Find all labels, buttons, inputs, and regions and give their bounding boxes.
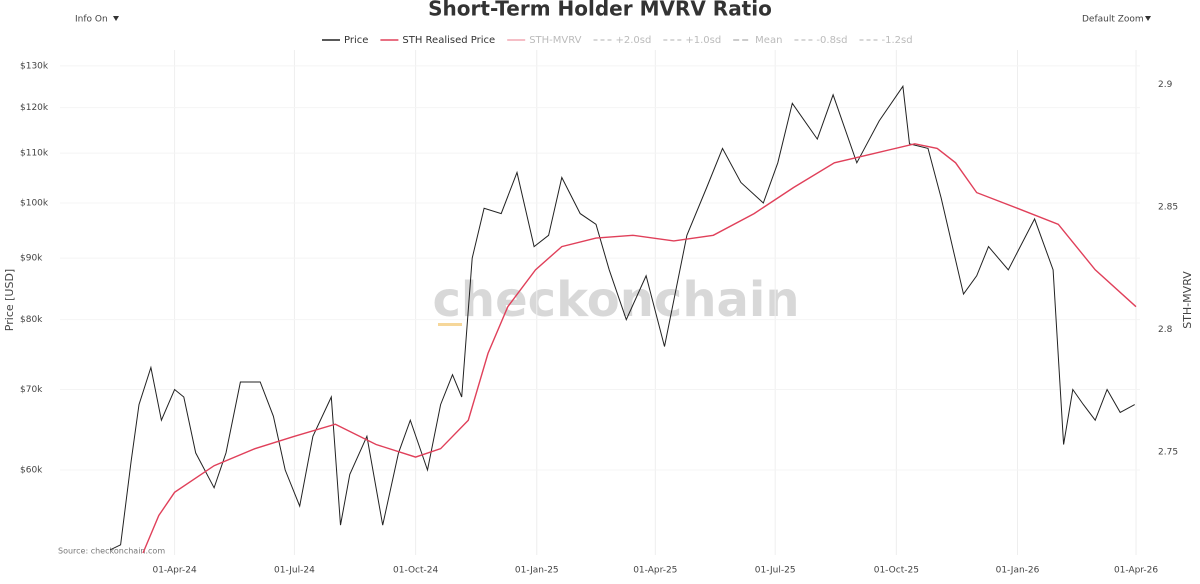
info-toggle[interactable]: Info On [75, 15, 108, 25]
source-note: Source: checkonchain.com [58, 547, 165, 556]
dropdown-arrow [113, 16, 119, 21]
y2-tick-label: 2.9 [1158, 80, 1173, 90]
legend-entry[interactable]: +2.0sd [615, 35, 651, 46]
x-tick-label: 01-Apr-26 [1114, 566, 1158, 576]
watermark-logo [438, 323, 462, 326]
chart-title: Short-Term Holder MVRV Ratio [428, 0, 772, 21]
zoom-select[interactable]: Default Zoom [1082, 15, 1144, 25]
price-line [109, 84, 1135, 551]
legend-entry[interactable]: -1.2sd [882, 35, 913, 46]
y-tick-label: $80k [20, 315, 43, 325]
y-tick-label: $110k [20, 149, 49, 159]
y-axis-label: Price [USD] [3, 269, 16, 331]
y-tick-label: $70k [20, 385, 43, 395]
y2-tick-label: 2.75 [1158, 448, 1178, 458]
y2-tick-label: 2.8 [1158, 325, 1173, 335]
x-tick-label: 01-Oct-24 [393, 566, 438, 576]
x-tick-label: 01-Apr-24 [152, 566, 196, 576]
x-tick-label: 01-Oct-25 [874, 566, 919, 576]
legend-entry[interactable]: STH-MVRV [529, 35, 581, 46]
legend-entry[interactable]: +1.0sd [685, 35, 721, 46]
watermark: checkonchain [432, 272, 799, 328]
x-tick-label: 01-Jan-25 [515, 566, 559, 576]
y2-axis-label: STH-MVRV [1181, 271, 1194, 329]
y2-tick-label: 2.85 [1158, 202, 1178, 212]
x-tick-label: 01-Jan-26 [996, 566, 1040, 576]
legend-entry[interactable]: -0.8sd [816, 35, 847, 46]
x-tick-label: 01-Jul-24 [274, 566, 315, 576]
dropdown-arrow [1145, 16, 1151, 21]
x-tick-label: 01-Apr-25 [633, 566, 677, 576]
y-tick-label: $130k [20, 61, 49, 71]
y-tick-label: $100k [20, 198, 49, 208]
price-line [142, 143, 1137, 554]
legend-entry[interactable]: Price [344, 35, 368, 46]
y-tick-label: $60k [20, 466, 43, 476]
x-tick-label: 01-Jul-25 [755, 566, 796, 576]
legend-entry[interactable]: STH Realised Price [402, 35, 495, 46]
y-tick-label: $120k [20, 103, 49, 113]
legend-entry[interactable]: Mean [755, 35, 782, 46]
y-tick-label: $90k [20, 254, 43, 264]
